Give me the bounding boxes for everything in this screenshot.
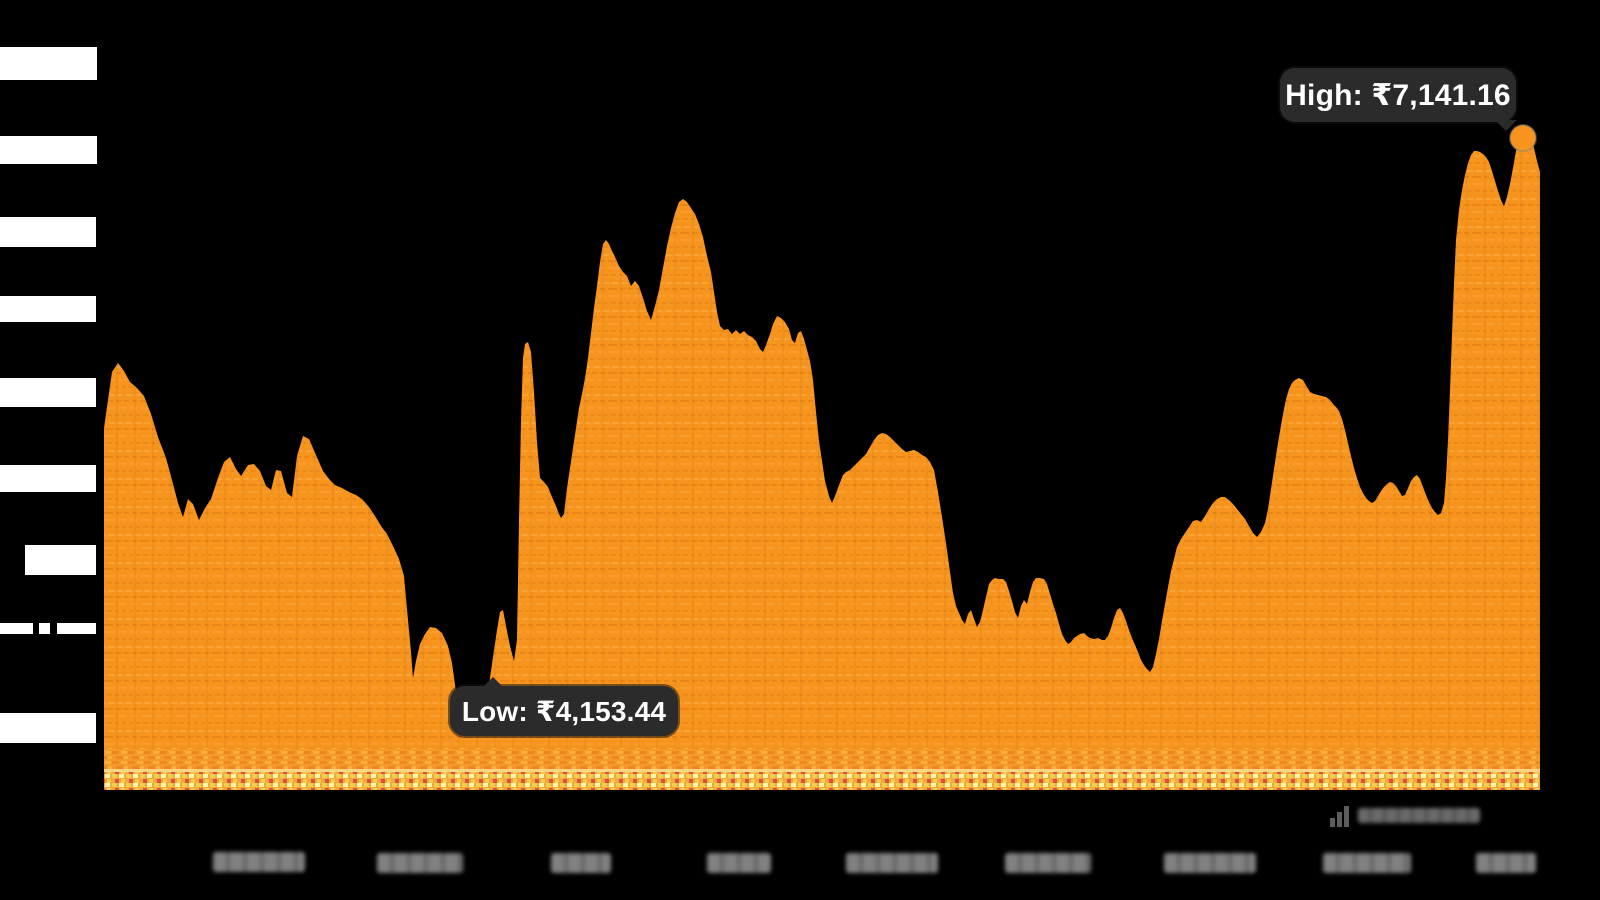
y-axis-redacted-label (0, 47, 97, 80)
y-axis-redacted-label (0, 713, 96, 743)
y-axis-redacted-label (0, 623, 33, 634)
y-axis-redacted-label (0, 378, 96, 407)
x-axis-label-redacted (551, 853, 611, 873)
area-bottom-bands (104, 748, 1540, 790)
y-axis-redacted-label (39, 623, 50, 634)
bar-chart-icon (1330, 805, 1352, 827)
x-axis-label-redacted (1323, 853, 1411, 873)
y-axis-redacted-label (25, 545, 96, 575)
y-axis-redacted-label (0, 296, 96, 322)
low-tooltip: Low: ₹4,153.44 (450, 677, 678, 736)
x-axis-label-redacted (1476, 853, 1536, 873)
high-tooltip-pointer-icon (1495, 120, 1517, 131)
last-point-marker (1509, 124, 1537, 152)
x-axis-label-redacted (1005, 853, 1091, 873)
high-tooltip: High: ₹7,141.16 (1280, 68, 1517, 131)
y-axis-redacted-label (0, 465, 96, 492)
y-axis-redacted-label (57, 623, 96, 634)
x-axis-label-redacted (213, 852, 305, 872)
area-fill (104, 126, 1540, 790)
x-axis-label-redacted (846, 853, 938, 873)
x-axis-label-redacted (377, 853, 463, 873)
low-tooltip-pointer-icon (482, 677, 504, 688)
watermark-text-redacted (1358, 808, 1480, 823)
watermark (1330, 800, 1490, 830)
x-axis-label-redacted (707, 853, 771, 873)
x-axis-label-redacted (1164, 853, 1256, 873)
high-tooltip-text: High: ₹7,141.16 (1285, 78, 1511, 112)
y-axis-redacted-label (0, 217, 96, 247)
y-axis-redacted-label (0, 136, 97, 164)
low-tooltip-text: Low: ₹4,153.44 (461, 695, 667, 727)
